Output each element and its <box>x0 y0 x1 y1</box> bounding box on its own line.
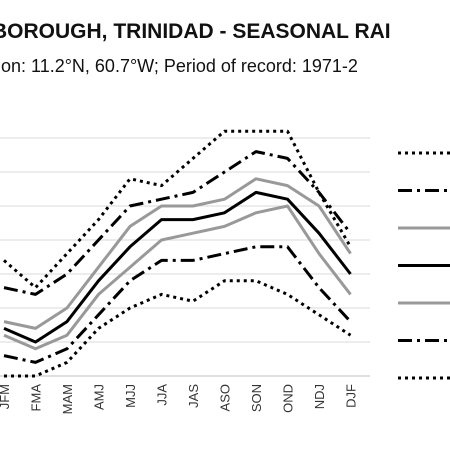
x-tick-label: JAS <box>186 384 201 408</box>
series-line-6 <box>3 245 352 364</box>
x-tick-label: JJA <box>155 384 170 406</box>
x-tick-label: OND <box>281 384 296 413</box>
chart-subtitle: tion: 11.2°N, 60.7°W; Period of record: … <box>0 56 358 76</box>
x-tick-label: ASO <box>218 384 233 411</box>
x-tick-label: JFM <box>0 384 12 409</box>
series-line-3 <box>3 177 352 330</box>
x-tick-label: AMJ <box>92 384 107 410</box>
series-line-4 <box>3 190 352 344</box>
x-tick-label: NDJ <box>312 384 327 409</box>
x-tick-label: MAM <box>60 384 75 414</box>
x-tick-label: DJF <box>344 384 359 408</box>
series-line-2 <box>3 150 352 296</box>
series-line-5 <box>3 204 352 351</box>
x-tick-label: SON <box>249 384 264 412</box>
x-tick-labels: JFM FMA MAM AMJ MJJ JJA JAS ASO SON OND NDJ DJF <box>0 384 359 415</box>
x-tick-label: FMA <box>29 384 44 412</box>
chart-title: BOROUGH, TRINIDAD - SEASONAL RAI <box>0 20 391 43</box>
x-tick-label: MJJ <box>123 384 138 408</box>
series-line-1 <box>3 129 352 290</box>
legend <box>398 151 450 380</box>
series-lines <box>3 129 352 378</box>
